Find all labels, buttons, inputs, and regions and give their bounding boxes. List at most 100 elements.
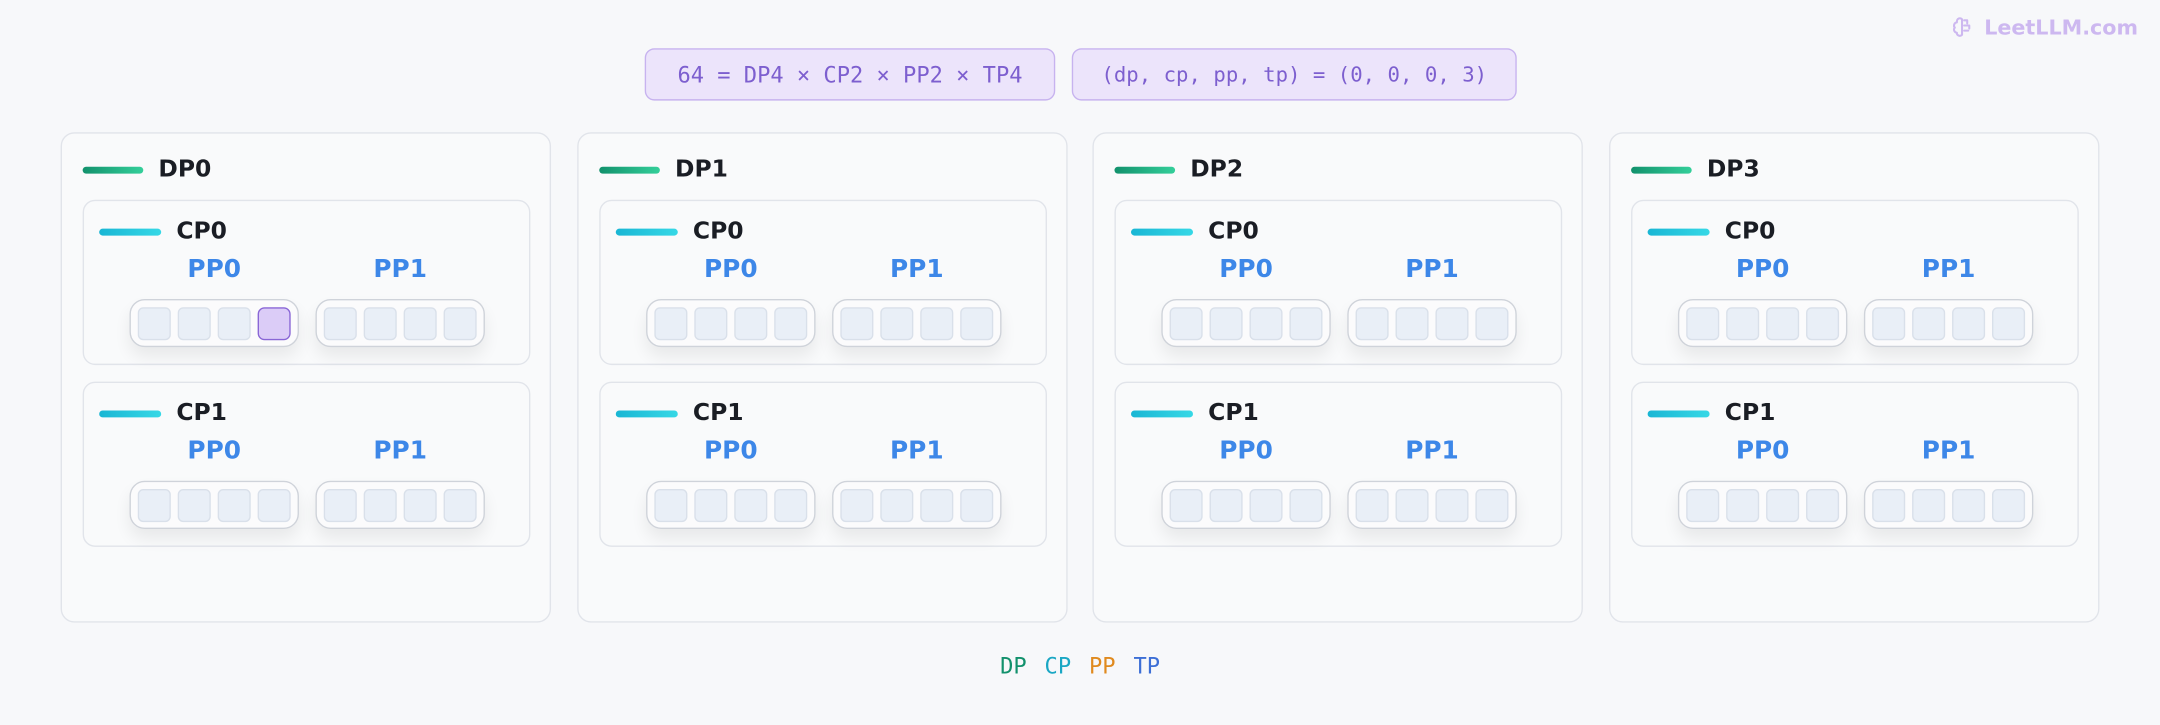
tp-cell[interactable] bbox=[1992, 488, 2026, 522]
tp-cell[interactable] bbox=[1435, 306, 1469, 340]
pp-label: PP0 bbox=[187, 436, 242, 466]
tp-cell[interactable] bbox=[403, 306, 437, 340]
brand[interactable]: LeetLLM.com bbox=[1951, 15, 2138, 40]
tp-cell[interactable] bbox=[363, 306, 397, 340]
pp-column: PP0 bbox=[1161, 435, 1331, 529]
tp-cell[interactable] bbox=[1806, 488, 1840, 522]
tp-cell[interactable] bbox=[323, 306, 357, 340]
tp-cell[interactable] bbox=[1209, 488, 1243, 522]
tp-cell[interactable] bbox=[1952, 488, 1986, 522]
tp-cell[interactable] bbox=[403, 488, 437, 522]
tp-cell[interactable] bbox=[1872, 306, 1906, 340]
tp-cell[interactable] bbox=[443, 488, 477, 522]
tp-cell[interactable] bbox=[1289, 306, 1323, 340]
tp-group bbox=[1347, 298, 1517, 348]
tp-cell[interactable] bbox=[1686, 488, 1720, 522]
tp-cell[interactable] bbox=[137, 488, 171, 522]
cp-group: CP0 PP0 PP1 bbox=[1631, 199, 2079, 366]
tp-cell[interactable] bbox=[1726, 488, 1760, 522]
pp-label: PP0 bbox=[187, 254, 242, 284]
tp-cell[interactable] bbox=[840, 488, 874, 522]
tp-cell[interactable] bbox=[654, 306, 688, 340]
tp-cell[interactable] bbox=[960, 306, 994, 340]
cp-label: CP0 bbox=[176, 217, 227, 246]
pp-label: PP0 bbox=[1735, 254, 1790, 284]
pp-label: PP1 bbox=[889, 436, 944, 466]
tp-cell[interactable] bbox=[1806, 306, 1840, 340]
pp-column: PP1 bbox=[832, 253, 1002, 348]
tp-cell[interactable] bbox=[1872, 488, 1906, 522]
tp-cell[interactable] bbox=[217, 306, 251, 340]
pp-column: PP1 bbox=[1863, 435, 2034, 529]
tp-cell[interactable] bbox=[1912, 488, 1946, 522]
tp-cell[interactable] bbox=[694, 306, 728, 340]
tp-cell[interactable] bbox=[257, 488, 291, 522]
pp-column: PP0 bbox=[1677, 435, 1848, 529]
tp-cell[interactable] bbox=[1475, 306, 1509, 340]
cp-header: CP1 bbox=[1131, 400, 1259, 427]
tp-cell[interactable] bbox=[1686, 306, 1720, 340]
tp-cell-active[interactable] bbox=[257, 306, 291, 340]
tp-group bbox=[1161, 298, 1331, 348]
tp-cell[interactable] bbox=[654, 488, 688, 522]
tp-cell[interactable] bbox=[1395, 488, 1429, 522]
tp-cell[interactable] bbox=[734, 488, 768, 522]
tp-cell[interactable] bbox=[217, 488, 251, 522]
tp-cell[interactable] bbox=[1992, 306, 2026, 340]
cp-group: CP1 PP0 PP1 bbox=[82, 381, 531, 547]
tp-cell[interactable] bbox=[774, 306, 808, 340]
tp-cell[interactable] bbox=[1289, 488, 1323, 522]
tp-cell[interactable] bbox=[1249, 306, 1283, 340]
tp-cell[interactable] bbox=[920, 306, 954, 340]
tp-cell[interactable] bbox=[734, 306, 768, 340]
pp-label: PP0 bbox=[1735, 436, 1790, 466]
tp-cell[interactable] bbox=[1169, 488, 1203, 522]
formula-coordinates: (dp, cp, pp, tp) = (0, 0, 0, 3) bbox=[1071, 48, 1517, 101]
cp-label: CP1 bbox=[176, 399, 227, 428]
tp-cell[interactable] bbox=[443, 306, 477, 340]
tp-cell[interactable] bbox=[1912, 306, 1946, 340]
tp-cell[interactable] bbox=[1766, 306, 1800, 340]
tp-cell[interactable] bbox=[694, 488, 728, 522]
tp-cell[interactable] bbox=[137, 306, 171, 340]
tp-cell[interactable] bbox=[1435, 488, 1469, 522]
tp-group bbox=[315, 298, 485, 348]
tp-cell[interactable] bbox=[363, 488, 397, 522]
tp-cell[interactable] bbox=[1209, 306, 1243, 340]
dp-header: DP2 bbox=[1114, 155, 1244, 184]
tp-cell[interactable] bbox=[880, 488, 914, 522]
tp-cell[interactable] bbox=[920, 488, 954, 522]
cp-label: CP0 bbox=[1724, 217, 1776, 246]
tp-cell[interactable] bbox=[774, 488, 808, 522]
tp-cell[interactable] bbox=[1766, 488, 1800, 522]
tp-cell[interactable] bbox=[1395, 306, 1429, 340]
dp-label: DP1 bbox=[675, 155, 728, 184]
tp-cell[interactable] bbox=[1169, 306, 1203, 340]
tp-cell[interactable] bbox=[960, 488, 994, 522]
tp-cell[interactable] bbox=[323, 488, 357, 522]
pp-column: PP1 bbox=[832, 435, 1002, 529]
pp-label: PP1 bbox=[373, 436, 427, 466]
tp-cell[interactable] bbox=[1355, 306, 1389, 340]
tp-cell[interactable] bbox=[880, 306, 914, 340]
tp-cell[interactable] bbox=[177, 306, 211, 340]
pp-column: PP1 bbox=[1347, 253, 1517, 348]
cp-header: CP1 bbox=[1647, 400, 1775, 427]
dp-label: DP2 bbox=[1190, 155, 1244, 184]
tp-cell[interactable] bbox=[1726, 306, 1760, 340]
legend-item-pp: PP bbox=[1088, 652, 1116, 680]
dp-group: DP0 CP0 PP0 PP1 CP1 PP0 PP1 bbox=[60, 132, 552, 623]
cp-header: CP0 bbox=[1647, 217, 1776, 246]
pp-label: PP1 bbox=[1405, 254, 1459, 284]
tp-cell[interactable] bbox=[840, 306, 874, 340]
tp-cell[interactable] bbox=[177, 488, 211, 522]
tp-cell[interactable] bbox=[1355, 488, 1389, 522]
cp-header: CP0 bbox=[1131, 218, 1259, 245]
pp-label: PP0 bbox=[1219, 436, 1273, 466]
tp-group bbox=[1347, 480, 1517, 529]
tp-group bbox=[1161, 480, 1331, 529]
tp-cell[interactable] bbox=[1249, 488, 1283, 522]
tp-cell[interactable] bbox=[1475, 488, 1509, 522]
tp-cell[interactable] bbox=[1952, 306, 1986, 340]
